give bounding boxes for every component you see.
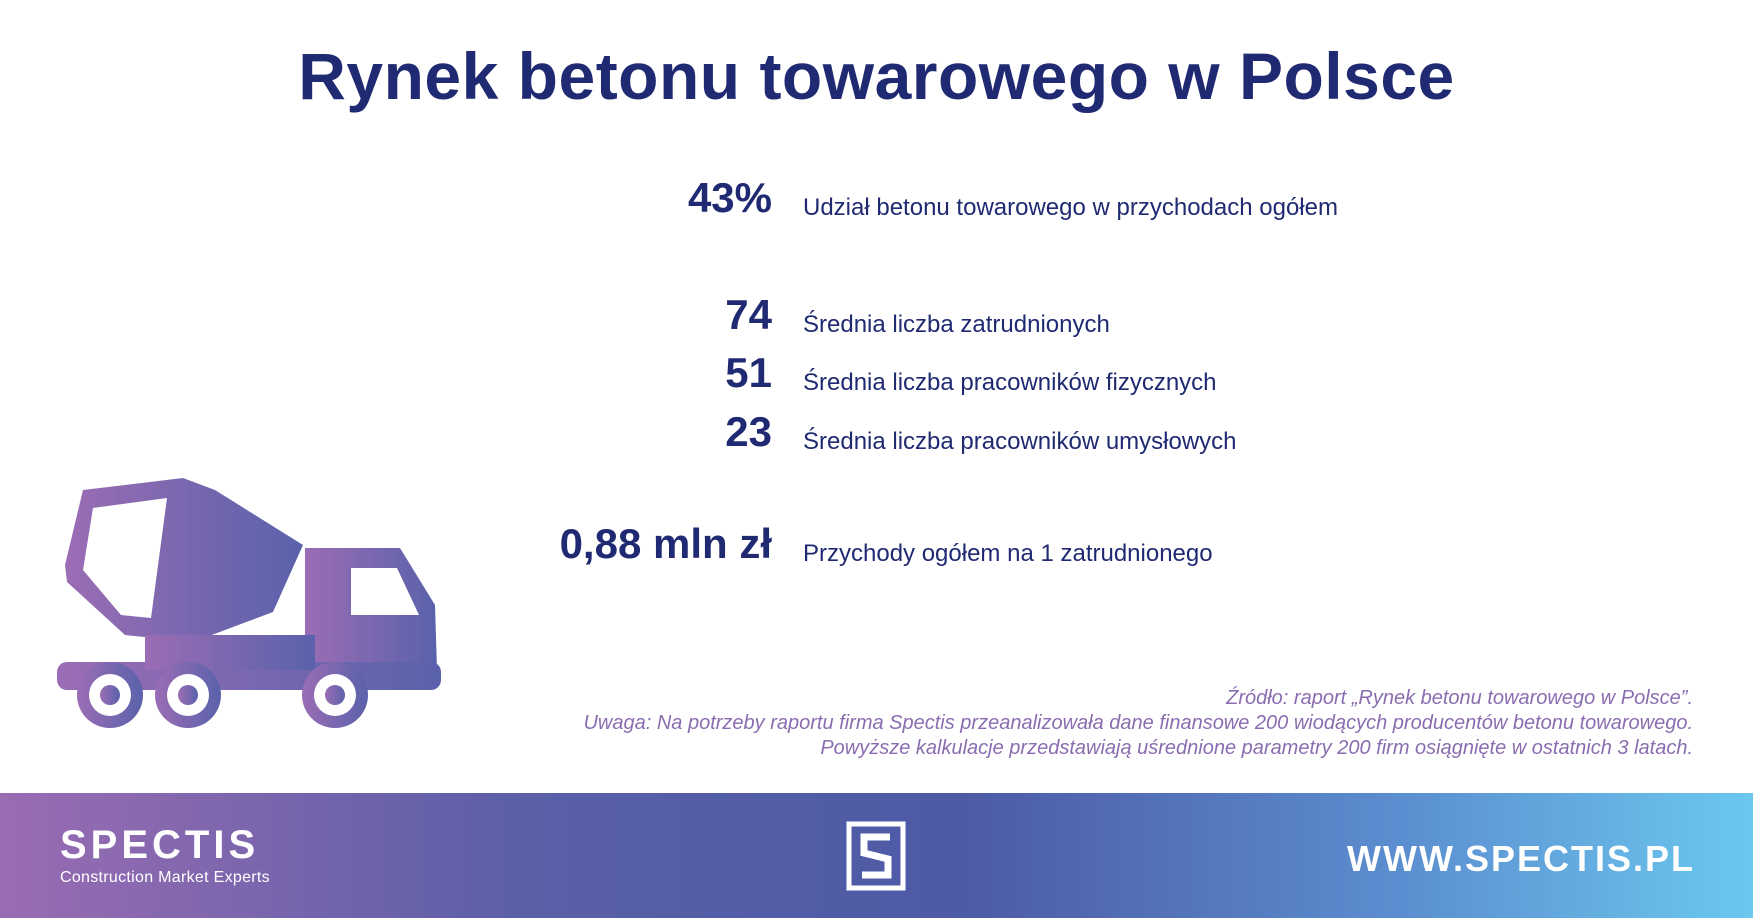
stat-value: 23 (725, 408, 772, 455)
stat-label: Średnia liczba zatrudnionych (803, 311, 1110, 338)
stat-revenue-per-employee: 0,88 mln zł Przychody ogółem na 1 zatrud… (0, 516, 1753, 576)
brand-logo: SPECTIS Construction Market Experts (60, 825, 270, 887)
stat-value: 74 (725, 291, 772, 338)
stat-value: 51 (725, 349, 772, 396)
stat-label: Udział betonu towarowego w przychodach o… (803, 194, 1338, 221)
stat-office-workers: 23 Średnia liczba pracowników umysłowych (0, 404, 1753, 464)
remark-note: Powyższe kalkulacje przedstawiają uśredn… (820, 737, 1693, 759)
stat-physical-workers: 51 Średnia liczba pracowników fizycznych (0, 345, 1753, 405)
stat-revenue-share: 43% Udział betonu towarowego w przychoda… (0, 170, 1753, 230)
stat-value: 0,88 mln zł (559, 520, 772, 567)
footer-bar: SPECTIS Construction Market Experts WWW.… (0, 793, 1753, 918)
page-title: Rynek betonu towarowego w Polsce (298, 39, 1455, 113)
stat-label: Średnia liczba pracowników umysłowych (803, 428, 1237, 455)
stat-label: Średnia liczba pracowników fizycznych (803, 369, 1217, 396)
source-note: Źródło: raport „Rynek betonu towarowego … (1226, 687, 1693, 709)
stat-value: 43% (687, 174, 772, 221)
brand-name: SPECTIS (60, 823, 260, 867)
concrete-mixer-truck-icon (57, 478, 441, 728)
brand-tagline: Construction Market Experts (60, 869, 270, 886)
stat-label: Przychody ogółem na 1 zatrudnionego (803, 540, 1213, 567)
source-notes: Źródło: raport „Rynek betonu towarowego … (583, 686, 1693, 761)
spectis-s-logo-icon (846, 821, 906, 891)
website-link[interactable]: WWW.SPECTIS.PL (1347, 838, 1695, 879)
remark-note: Uwaga: Na potrzeby raportu firma Spectis… (583, 712, 1693, 734)
stat-employees: 74 Średnia liczba zatrudnionych (0, 287, 1753, 347)
